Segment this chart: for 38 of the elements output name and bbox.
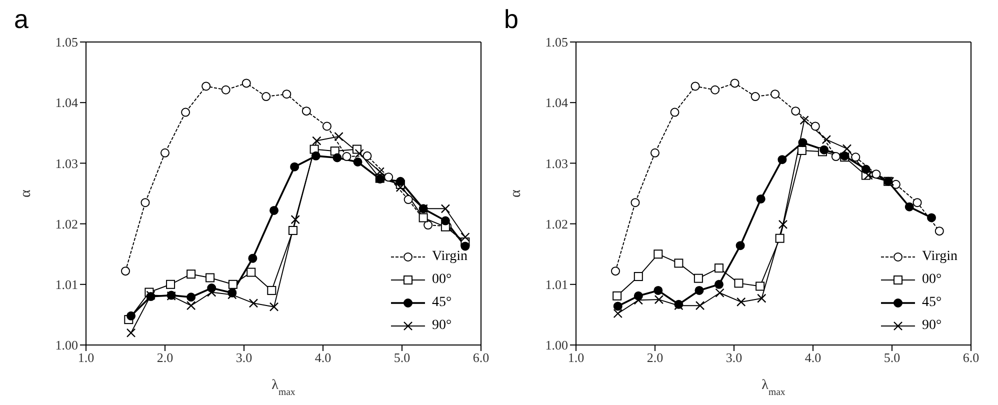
x-tick-label: 5.0 — [884, 350, 900, 366]
x-tick-label: 3.0 — [726, 350, 742, 366]
y-axis-title: α — [508, 189, 524, 198]
y-tick-label: 1.02 — [545, 216, 568, 232]
legend-label: 90° — [432, 318, 452, 334]
y-tick-label: 1.03 — [545, 156, 568, 171]
y-tick-label: 1.01 — [545, 277, 568, 292]
x-tick-label: 6.0 — [472, 350, 490, 366]
x-tick-label: 1.0 — [78, 350, 94, 366]
y-tick-label: 1.05 — [545, 34, 568, 50]
y-tick-label: 1.02 — [55, 216, 78, 232]
x-tick-label: 5.0 — [394, 350, 410, 366]
x-tick-label: 2.0 — [646, 350, 664, 366]
x-tick-label: 3.0 — [236, 350, 252, 366]
y-tick-label: 1.04 — [55, 95, 78, 110]
legend-label: 90° — [922, 318, 942, 334]
y-tick-label: 1.00 — [545, 338, 568, 353]
y-tick-label: 1.05 — [55, 34, 78, 50]
y-axis-title: α — [18, 189, 34, 198]
legend-label: 00° — [432, 272, 452, 288]
legend-label: 00° — [922, 272, 942, 288]
y-tick-label: 1.01 — [55, 277, 78, 292]
chart-title: b — [504, 4, 518, 35]
x-axis-title: λ$_{max}$ — [272, 378, 296, 398]
y-tick-label: 1.03 — [55, 156, 78, 171]
x-tick-label: 6.0 — [962, 350, 980, 366]
x-tick-label: 4.0 — [314, 350, 332, 366]
y-tick-label: 1.00 — [55, 338, 78, 353]
x-tick-label: 4.0 — [804, 350, 822, 366]
legend-label: 45° — [432, 294, 452, 310]
y-tick-label: 1.04 — [545, 95, 568, 110]
x-tick-label: 1.0 — [568, 350, 584, 366]
legend-label: Virgin — [432, 248, 468, 264]
x-tick-label: 2.0 — [156, 350, 174, 366]
legend-label: Virgin — [922, 248, 958, 264]
legend-label: 45° — [922, 294, 942, 310]
chart-title: a — [14, 4, 28, 35]
x-axis-title: λ$_{max}$ — [762, 378, 786, 398]
